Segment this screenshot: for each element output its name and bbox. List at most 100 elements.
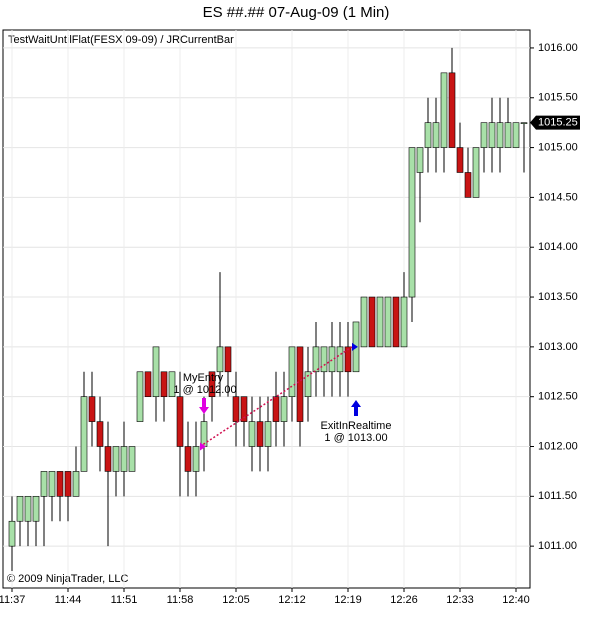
y-tick-label: 1014.00	[538, 241, 578, 253]
y-tick-label: 1012.00	[538, 440, 578, 452]
last-price-flag	[530, 115, 580, 130]
x-tick-label: 12:19	[334, 594, 362, 606]
candle-body	[184, 446, 192, 472]
candle-body	[24, 496, 32, 522]
candle-body	[200, 421, 208, 447]
x-tick-label: 12:33	[446, 594, 474, 606]
candle-body	[368, 296, 376, 348]
candle-body	[424, 122, 432, 148]
candle-body	[224, 346, 232, 373]
candle-body	[48, 471, 56, 497]
candle-body	[248, 421, 256, 447]
x-tick-label: 11:51	[111, 594, 138, 606]
x-tick-label: 11:58	[167, 594, 194, 606]
candle-body	[192, 446, 200, 472]
candle-body	[384, 296, 392, 348]
candle-body	[440, 72, 448, 148]
y-tick-label: 1015.50	[538, 92, 578, 104]
candle-body	[512, 122, 520, 148]
candle-body	[112, 446, 120, 472]
trade-name: ExitInRealtime	[321, 420, 392, 432]
candle-body	[72, 471, 80, 497]
y-tick-label: 1014.50	[538, 191, 578, 203]
candle-body	[240, 396, 248, 422]
candle-body	[160, 371, 168, 397]
candle-body	[32, 496, 40, 522]
x-tick-label: 12:40	[502, 594, 530, 606]
y-tick-label: 1011.00	[538, 540, 577, 552]
candle-body	[464, 172, 472, 198]
candle-body	[304, 371, 312, 397]
candle-body	[320, 346, 328, 373]
candle-body	[120, 446, 128, 472]
candle-body	[104, 446, 112, 472]
candle-body	[264, 421, 272, 447]
entry-arrow	[199, 398, 209, 414]
candle-body	[56, 471, 64, 497]
candle-body	[448, 72, 456, 148]
candle-body	[168, 371, 176, 397]
candle-body	[232, 396, 240, 422]
y-tick-label: 1016.00	[538, 42, 578, 54]
candle-body	[456, 147, 464, 173]
candle-body	[208, 371, 216, 397]
candle-body	[416, 147, 424, 173]
chart-title: ES ##.## 07-Aug-09 (1 Min)	[203, 4, 390, 21]
candle-body	[152, 346, 160, 397]
candle-body	[88, 396, 96, 422]
candle-body	[272, 396, 280, 422]
candle-body	[472, 147, 480, 198]
trade-label: 1 @ 1012.00	[173, 384, 236, 396]
candle-body	[480, 122, 488, 148]
x-tick-label: 12:05	[222, 594, 250, 606]
candle-body	[80, 396, 88, 472]
candle-body	[496, 122, 504, 148]
y-tick-label: 1015.00	[538, 141, 578, 153]
candle-body	[288, 346, 296, 397]
candle-body	[360, 296, 368, 348]
candle-body	[344, 346, 352, 373]
last-price-label: 1015.25	[538, 117, 578, 129]
candle-body	[16, 496, 24, 522]
candle-body	[520, 122, 528, 124]
candle-body	[144, 371, 152, 397]
plot-frame	[2, 29, 531, 589]
y-tick-label: 1013.50	[538, 291, 578, 303]
candle-body	[400, 296, 408, 348]
candle-body	[328, 346, 336, 373]
trade-marker	[200, 442, 206, 451]
candle-body	[256, 421, 264, 447]
exit-arrow	[351, 400, 361, 416]
candle-body	[216, 346, 224, 373]
candle-body	[136, 371, 144, 422]
candle-body	[336, 346, 344, 373]
y-tick-label: 1013.00	[538, 341, 578, 353]
candle-body	[488, 122, 496, 148]
candle-body	[296, 346, 304, 422]
candle-body	[176, 396, 184, 447]
candle-body	[432, 122, 440, 148]
x-tick-label: 12:26	[390, 594, 418, 606]
candle-body	[376, 296, 384, 348]
candle-body	[40, 471, 48, 497]
candle-body	[312, 346, 320, 373]
x-tick-label: 12:12	[278, 594, 306, 606]
chart-subtitle: TestWaitUntilFlat(FESX 09-09) / JRCurren…	[8, 34, 234, 46]
y-tick-label: 1011.50	[538, 490, 577, 502]
trade-name: MyEntry	[183, 372, 224, 384]
candle-body	[280, 396, 288, 422]
y-tick-label: 1012.50	[538, 391, 578, 403]
candle-body	[128, 446, 136, 472]
candle-body	[392, 296, 400, 348]
x-tick-label: 11:44	[55, 594, 82, 606]
x-tick-label: 11:37	[0, 594, 25, 606]
candle-body	[504, 122, 512, 148]
trade-marker	[352, 342, 358, 351]
candle-body	[8, 520, 16, 547]
trade-label: 1 @ 1013.00	[324, 432, 387, 444]
candle-body	[64, 471, 72, 497]
candle-body	[408, 147, 416, 298]
